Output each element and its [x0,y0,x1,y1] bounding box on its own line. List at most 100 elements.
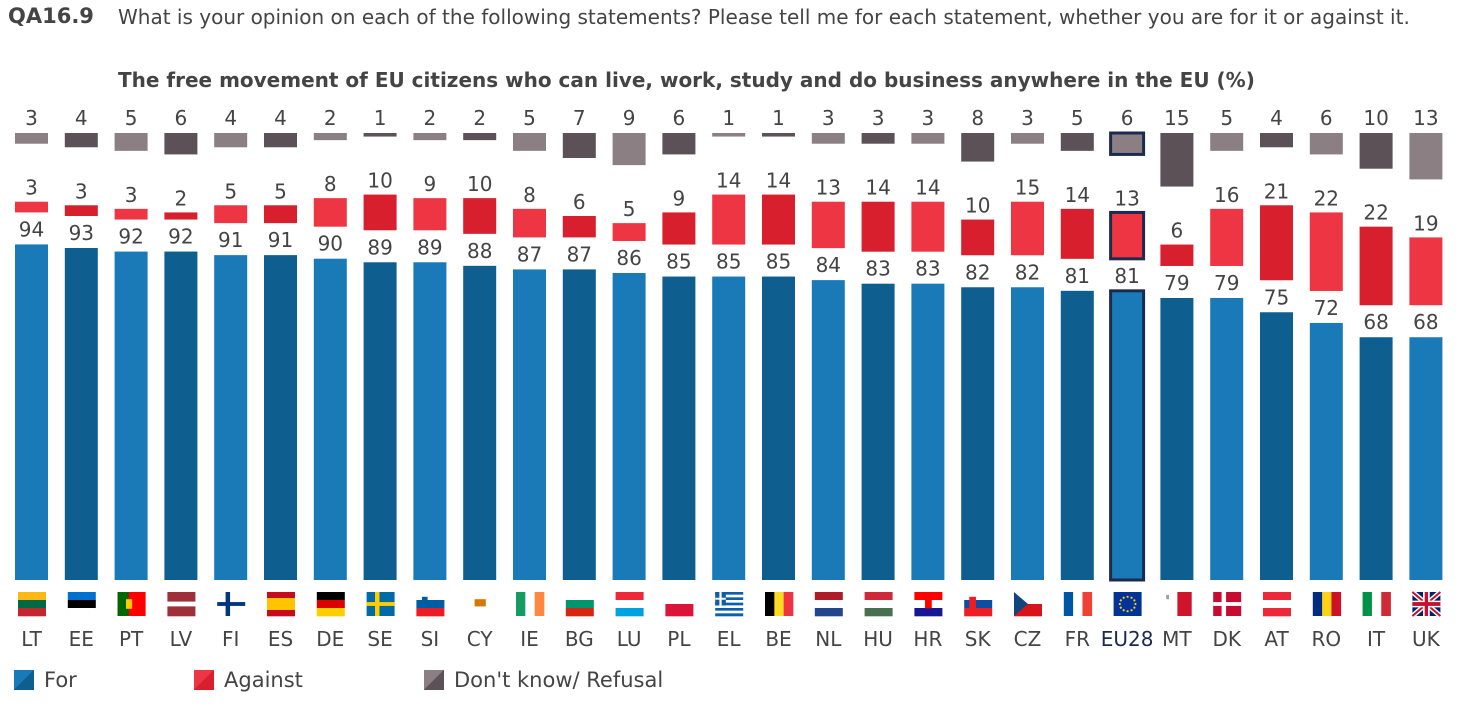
category-label-si: SI [421,627,440,651]
label-dont-know-es: 4 [274,106,287,130]
label-against-dk: 16 [1214,183,1239,207]
bar-for-eu28 [1109,289,1146,582]
bar-dont-know-cz [1011,133,1044,144]
legend-against: Against [194,668,303,692]
bar-dont-know-ee [64,133,98,148]
label-for-at: 75 [1264,285,1289,309]
bar-dont-know-el [712,133,746,137]
label-for-si: 89 [417,235,442,259]
category-label-hr: HR [913,627,942,651]
bar-against-mt [1160,244,1194,266]
label-against-eu28: 13 [1114,186,1139,210]
bar-against-lv [164,212,198,220]
label-dont-know-hr: 3 [922,106,935,130]
label-dont-know-dk: 5 [1220,106,1233,130]
label-dont-know-sk: 8 [971,106,984,130]
flag-ro-icon [1312,592,1342,616]
label-dont-know-bg: 7 [573,106,586,130]
flag-pt-icon [117,592,146,616]
flag-nl-icon [814,592,843,617]
bar-for-hr [911,283,945,580]
category-label-hu: HU [863,627,893,651]
flag-at-icon [1263,592,1291,617]
category-label-be: BE [765,627,791,651]
chart-legend: For Against Don't know/ Refusal [14,668,1214,698]
label-for-nl: 84 [816,253,841,277]
bar-against-de [313,198,347,227]
label-for-es: 91 [268,228,293,252]
label-against-de: 8 [324,172,337,196]
bar-dont-know-uk [1409,133,1443,180]
label-against-el: 14 [716,169,741,193]
bar-dont-know-it [1359,133,1393,169]
bar-for-cy [463,265,497,580]
label-against-be: 14 [766,169,791,193]
bar-against-at [1260,205,1293,281]
label-against-fi: 5 [224,179,237,203]
bar-for-pl [662,276,696,580]
label-against-it: 22 [1363,201,1388,225]
label-against-fr: 14 [1065,183,1090,207]
bar-for-mt [1160,297,1194,580]
label-against-lv: 2 [175,186,188,210]
category-label-mt: MT [1162,627,1192,651]
label-for-be: 85 [766,250,791,274]
legend-against-swatch [194,670,214,690]
label-for-ro: 72 [1314,296,1339,320]
label-dont-know-ro: 6 [1320,106,1333,130]
category-label-uk: UK [1412,627,1441,651]
flag-pl-icon [665,592,694,617]
bar-against-dk [1210,208,1244,266]
bar-for-hu [861,283,895,580]
label-dont-know-nl: 3 [822,106,835,130]
bar-dont-know-lv [164,133,198,155]
label-for-hr: 83 [915,257,940,281]
bar-dont-know-sk [961,133,995,162]
flag-cz-icon [1014,592,1042,617]
flag-ee-icon [67,592,96,617]
category-label-fi: FI [222,627,239,651]
label-for-se: 89 [367,235,392,259]
flag-si-icon [416,592,445,617]
bar-for-cz [1011,287,1044,580]
bar-against-it [1359,226,1393,306]
bar-against-ro [1309,212,1343,291]
flag-es-icon [267,592,295,617]
label-dont-know-uk: 13 [1413,106,1438,130]
label-against-ee: 3 [75,179,88,203]
bar-against-el [712,194,746,245]
label-against-cz: 15 [1015,176,1040,200]
label-against-pt: 3 [125,183,138,207]
label-for-mt: 79 [1164,271,1189,295]
label-dont-know-se: 1 [374,106,387,130]
bar-against-cy [463,198,497,234]
legend-dont-know-label: Don't know/ Refusal [454,668,664,692]
flag-lu-icon [615,592,644,617]
bar-for-pt [114,251,148,580]
bar-for-ie [513,269,546,580]
label-dont-know-lv: 6 [175,106,188,130]
label-dont-know-cy: 2 [473,106,486,130]
label-for-cy: 88 [467,239,492,263]
label-against-hu: 14 [865,176,890,200]
label-for-ie: 87 [517,242,542,266]
label-dont-know-cz: 3 [1021,106,1034,130]
label-for-it: 68 [1363,310,1388,334]
bar-for-fr [1060,290,1094,580]
category-label-pt: PT [119,627,144,651]
label-against-uk: 19 [1413,211,1438,235]
label-dont-know-mt: 15 [1164,106,1189,130]
bar-against-es [264,205,297,224]
category-label-fr: FR [1065,627,1091,651]
bar-against-hu [861,201,895,252]
bar-for-de [313,258,347,580]
label-dont-know-fi: 4 [224,106,237,130]
bar-dont-know-nl [811,133,845,144]
label-dont-know-lu: 9 [623,106,636,130]
bar-dont-know-lt [15,133,48,144]
bar-for-bg [562,269,596,580]
label-for-hu: 83 [865,257,890,281]
label-for-lt: 94 [19,217,44,241]
flag-hu-icon [864,592,893,617]
label-dont-know-it: 10 [1363,106,1388,130]
